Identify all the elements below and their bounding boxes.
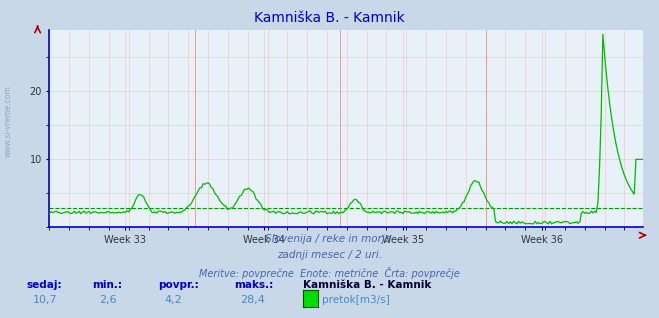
Text: maks.:: maks.: (234, 280, 273, 290)
Text: sedaj:: sedaj: (26, 280, 62, 290)
Text: Meritve: povprečne  Enote: metrične  Črta: povprečje: Meritve: povprečne Enote: metrične Črta:… (199, 267, 460, 279)
Text: povpr.:: povpr.: (158, 280, 199, 290)
Text: min.:: min.: (92, 280, 123, 290)
Text: Kamniška B. - Kamnik: Kamniška B. - Kamnik (303, 280, 432, 290)
Text: Slovenija / reke in morje.: Slovenija / reke in morje. (265, 234, 394, 244)
Text: 4,2: 4,2 (165, 295, 183, 305)
Text: zadnji mesec / 2 uri.: zadnji mesec / 2 uri. (277, 250, 382, 260)
Text: 10,7: 10,7 (33, 295, 57, 305)
Text: Kamniška B. - Kamnik: Kamniška B. - Kamnik (254, 11, 405, 25)
Text: 2,6: 2,6 (99, 295, 117, 305)
Text: www.si-vreme.com: www.si-vreme.com (3, 85, 13, 157)
Text: 28,4: 28,4 (241, 295, 266, 305)
Text: pretok[m3/s]: pretok[m3/s] (322, 295, 389, 305)
